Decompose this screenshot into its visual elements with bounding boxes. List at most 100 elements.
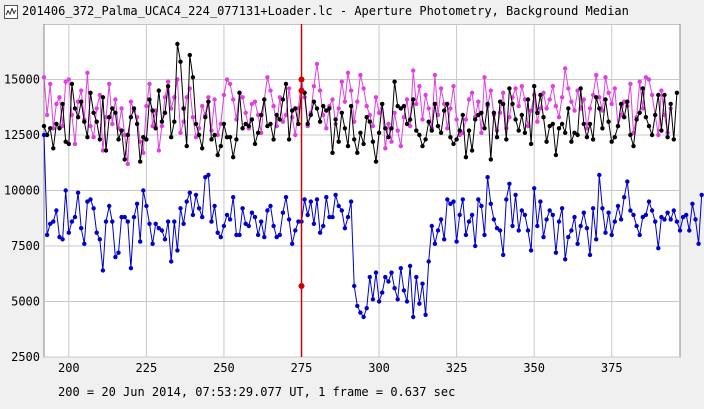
data-point-magenta [463, 117, 469, 122]
lightcurve-plot-area[interactable]: 2500 5000 7500 10000 12500 15000 200 225 250 275… [0, 23, 704, 384]
data-point-magenta [488, 88, 493, 93]
data-point-blue [113, 254, 118, 260]
data-point-blue [110, 219, 115, 224]
cursor-marker-blue [298, 282, 305, 289]
data-point-black [187, 52, 192, 58]
data-point-blue [637, 232, 642, 238]
data-point-blue [606, 210, 611, 215]
data-point-black [618, 101, 624, 107]
data-point-magenta [590, 92, 596, 98]
data-point-blue [504, 197, 509, 202]
data-point-blue [473, 243, 478, 249]
data-point-magenta [501, 90, 506, 96]
data-point-magenta [519, 84, 524, 89]
data-point-black [280, 97, 286, 102]
data-point-magenta [141, 150, 146, 155]
data-point-magenta [63, 79, 68, 84]
data-point-magenta [243, 110, 248, 116]
data-point-black [119, 128, 124, 133]
data-point-blue [85, 199, 90, 204]
data-point-blue [262, 234, 267, 240]
data-point-magenta [200, 103, 205, 109]
data-point-black [103, 148, 109, 153]
data-point-black [218, 143, 223, 149]
data-point-black [138, 159, 143, 164]
data-point-blue [435, 228, 441, 233]
data-point-blue [97, 237, 103, 242]
data-point-magenta [404, 97, 410, 102]
data-point-blue [662, 217, 667, 222]
data-point-blue [612, 219, 617, 224]
data-point-blue [578, 223, 583, 229]
data-point-black [510, 101, 515, 107]
data-point-black [442, 108, 447, 113]
data-point-black [628, 132, 633, 138]
data-point-black [491, 110, 497, 116]
data-point-blue [479, 203, 484, 209]
data-point-blue [141, 188, 146, 193]
data-point-blue [268, 203, 273, 209]
data-point-blue [628, 208, 633, 213]
data-point-blue [231, 195, 236, 200]
data-point-black [370, 139, 376, 144]
data-point-magenta [603, 75, 608, 80]
data-point-blue [398, 266, 403, 271]
data-point-black [196, 132, 202, 138]
data-point-black [293, 106, 298, 111]
data-point-black [460, 112, 465, 118]
data-point-black [485, 101, 490, 107]
data-point-magenta [556, 115, 562, 120]
data-point-blue [482, 232, 487, 238]
data-point-magenta [268, 88, 273, 93]
data-point-magenta [85, 70, 90, 75]
data-point-black [175, 41, 180, 47]
data-point-magenta [60, 123, 65, 129]
data-point-magenta [656, 132, 661, 138]
data-point-magenta [193, 135, 199, 140]
data-point-magenta [569, 99, 574, 104]
data-point-black [48, 126, 53, 131]
data-point-blue [187, 190, 192, 195]
data-point-blue [420, 281, 425, 286]
data-point-blue [563, 257, 568, 262]
data-point-black [60, 101, 65, 107]
data-point-blue [150, 241, 155, 246]
data-point-blue [687, 228, 692, 233]
series-black [41, 41, 680, 164]
data-point-black [227, 135, 233, 140]
data-point-black [156, 88, 161, 93]
data-point-blue [457, 212, 462, 218]
data-point-black [268, 121, 273, 127]
y-tick-label: 2500 [11, 350, 40, 364]
data-point-blue [286, 217, 292, 222]
data-point-black [640, 86, 645, 91]
data-point-blue [100, 268, 106, 273]
data-point-black [432, 101, 438, 107]
data-point-magenta [423, 92, 428, 98]
data-point-black [578, 86, 583, 91]
data-point-black [404, 121, 410, 127]
data-point-black [600, 126, 605, 131]
data-point-blue [631, 212, 636, 218]
lightcurve-chart[interactable]: 2500 5000 7500 10000 12500 15000 200 225 250 275… [0, 23, 704, 384]
data-point-black [625, 99, 630, 104]
data-point-black [575, 132, 580, 138]
data-point-blue [358, 310, 363, 315]
data-point-black [361, 141, 366, 147]
data-point-magenta [659, 88, 664, 93]
data-point-black [265, 123, 270, 129]
data-point-magenta [442, 101, 447, 107]
data-point-blue [442, 237, 447, 242]
frame-cursor[interactable] [298, 24, 305, 357]
data-point-black [317, 119, 323, 124]
data-point-magenta [97, 92, 103, 98]
data-point-blue [218, 234, 223, 240]
data-point-black [535, 110, 540, 116]
x-tick-label: 350 [523, 361, 545, 375]
data-point-blue [165, 219, 171, 224]
data-point-blue [389, 270, 394, 275]
data-point-magenta [113, 97, 118, 102]
data-point-black [634, 117, 639, 122]
data-point-magenta [383, 146, 388, 151]
data-point-black [395, 103, 400, 109]
